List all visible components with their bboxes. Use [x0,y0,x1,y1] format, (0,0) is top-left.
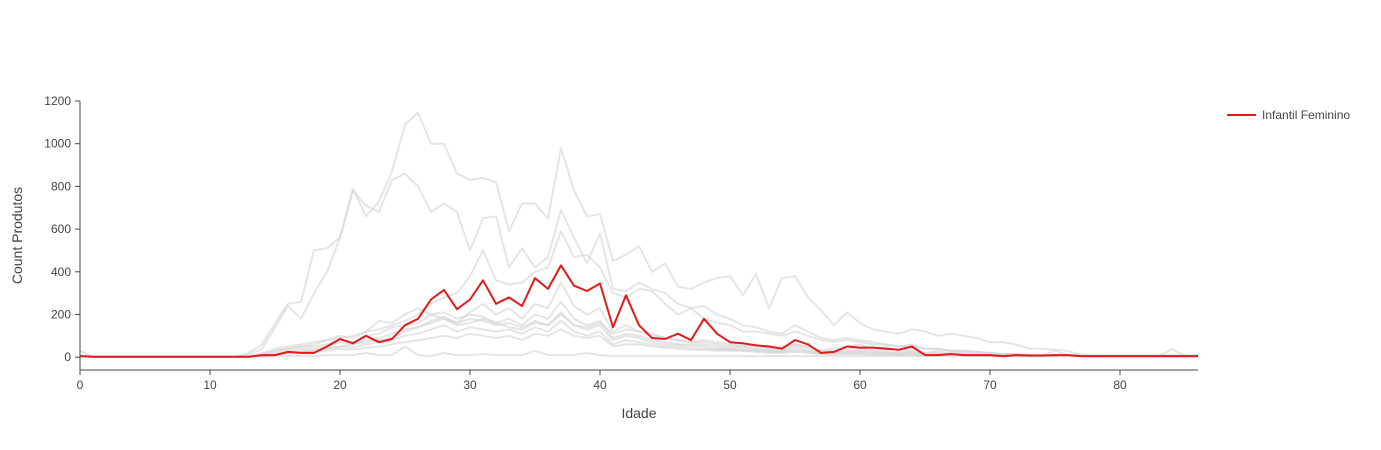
y-tick-label: 600 [51,222,71,236]
y-tick-label: 400 [51,265,71,279]
x-tick-label: 60 [853,378,867,392]
y-tick-label: 1000 [44,137,71,151]
x-axis: 0 10 20 30 40 50 60 70 80 [77,369,1198,392]
y-tick-label: 200 [51,307,71,321]
x-axis-title: Idade [621,405,656,421]
x-tick-label: 50 [723,378,737,392]
x-tick-label: 0 [77,378,84,392]
y-tick-label: 0 [64,350,71,364]
highlight-series-group [79,264,1198,358]
y-tick-label: 1200 [44,94,71,108]
x-tick-label: 20 [333,378,347,392]
background-series-group [79,111,1198,358]
background-series-line-1 [79,111,1198,358]
legend[interactable]: Infantil Feminino [1227,108,1350,122]
background-series-line-2 [79,172,1198,358]
x-tick-label: 10 [203,378,217,392]
legend-label-infantil-feminino: Infantil Feminino [1262,108,1350,122]
y-axis: 0 200 400 600 800 1000 1200 [44,94,81,370]
background-series-line-4 [79,281,1198,358]
background-series-line-6 [79,311,1198,358]
x-tick-label: 80 [1113,378,1127,392]
x-tick-label: 30 [463,378,477,392]
y-axis-title: Count Produtos [9,187,25,284]
series-line-infantil-feminino [79,264,1198,358]
y-tick-label: 800 [51,179,71,193]
x-tick-label: 70 [983,378,997,392]
x-tick-label: 40 [593,378,607,392]
